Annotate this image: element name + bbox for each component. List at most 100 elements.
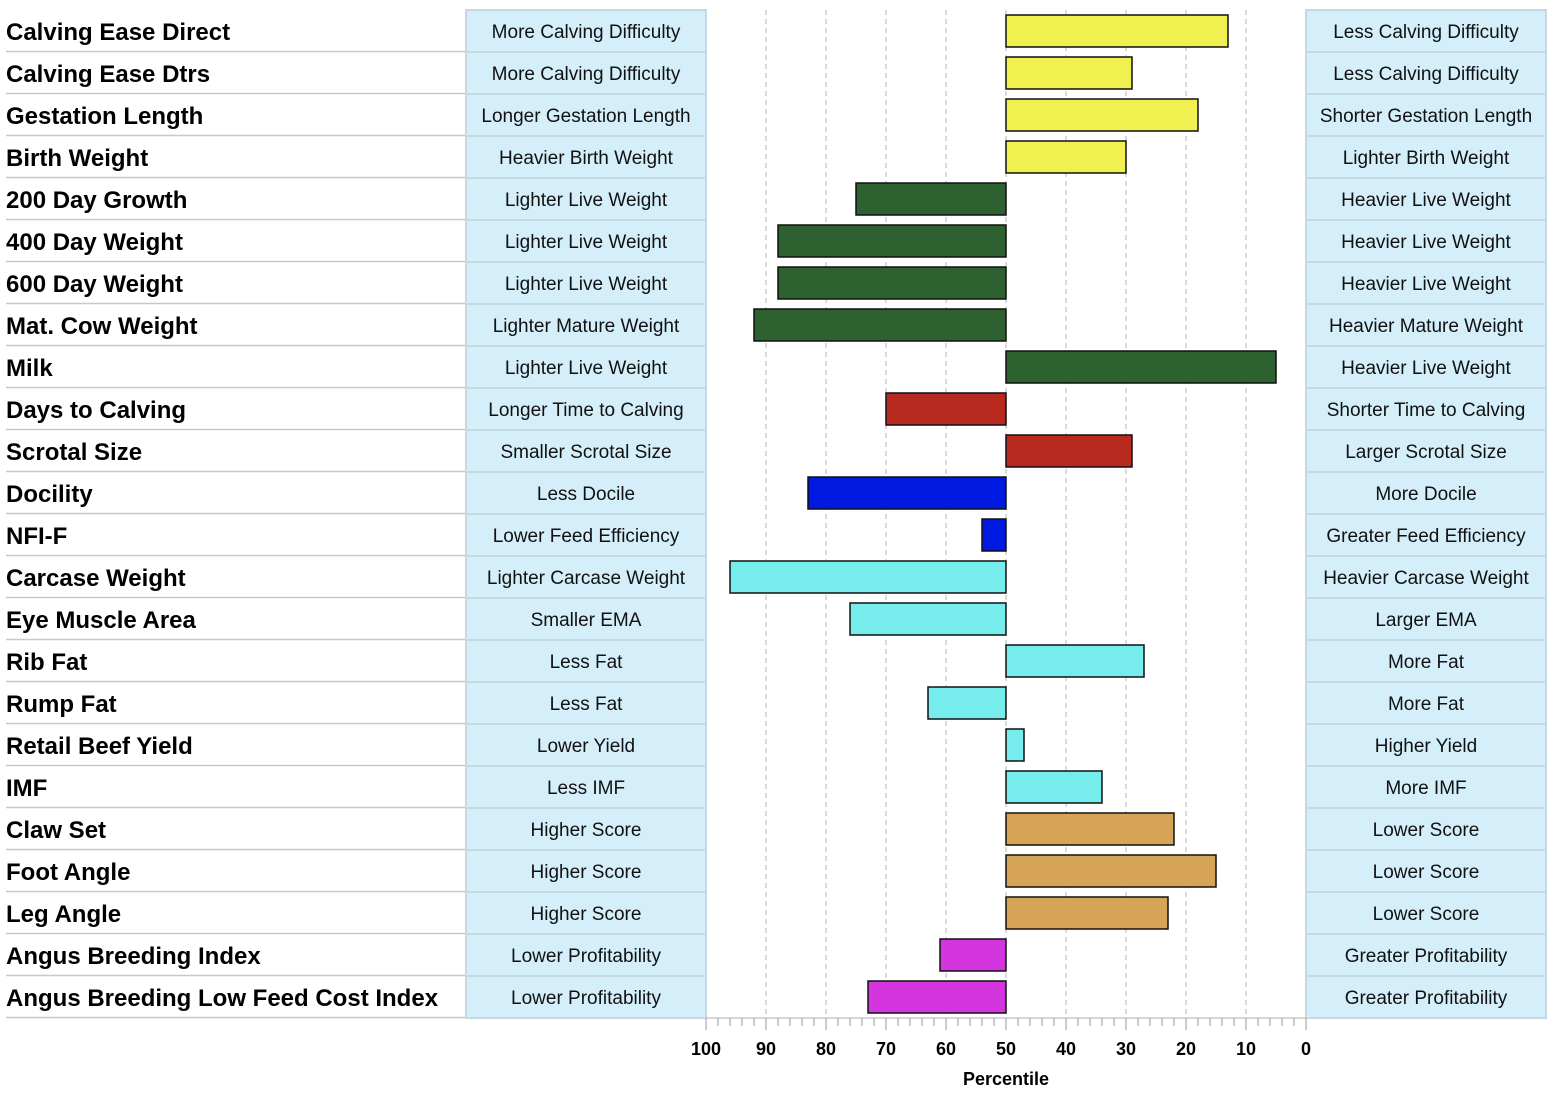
tick-label: 100 — [691, 1039, 721, 1059]
trait-name: Gestation Length — [6, 103, 203, 130]
trait-row: IMF Less IMF More IMF — [6, 765, 1547, 809]
trait-name: Angus Breeding Low Feed Cost Index — [6, 985, 439, 1012]
trait-name: IMF — [6, 775, 47, 802]
trait-row: Birth Weight Heavier Birth Weight Lighter … — [6, 135, 1547, 179]
left-label-box — [465, 303, 707, 347]
left-label: Lower Yield — [537, 736, 635, 757]
percentile-bar — [1005, 350, 1277, 384]
left-label-box — [465, 429, 707, 473]
trait-name: Rump Fat — [6, 691, 117, 718]
right-label: More Fat — [1388, 694, 1465, 715]
tick-label: 10 — [1236, 1039, 1256, 1059]
trait-name: Retail Beef Yield — [6, 733, 193, 760]
right-label: Higher Yield — [1375, 736, 1477, 757]
right-label: Greater Profitability — [1345, 946, 1508, 967]
trait-name: Claw Set — [6, 817, 106, 844]
trait-name: Mat. Cow Weight — [6, 313, 198, 340]
trait-row: 400 Day Weight Lighter Live Weight Heavier… — [6, 219, 1547, 263]
trait-name: NFI-F — [6, 523, 67, 550]
right-label-box — [1305, 261, 1547, 305]
right-label: Larger Scrotal Size — [1345, 442, 1507, 463]
right-label-box — [1305, 975, 1547, 1019]
trait-row: Foot Angle Higher Score Lower Score — [6, 849, 1547, 893]
right-label-box — [1305, 807, 1547, 851]
left-label: Lighter Live Weight — [505, 232, 668, 253]
trait-name: 600 Day Weight — [6, 271, 183, 298]
right-label-box — [1305, 639, 1547, 683]
right-label-box — [1305, 51, 1547, 95]
trait-row: 600 Day Weight Lighter Live Weight Heavier… — [6, 261, 1547, 305]
right-label-box — [1305, 429, 1547, 473]
left-label: Less IMF — [547, 778, 625, 799]
percentile-bar — [1005, 770, 1103, 804]
right-label-box — [1305, 555, 1547, 599]
trait-row: Scrotal Size Smaller Scrotal Size Larger S… — [6, 429, 1547, 473]
right-label: More Docile — [1375, 484, 1476, 505]
trait-name: 400 Day Weight — [6, 229, 183, 256]
percentile-bar — [1005, 812, 1175, 846]
trait-row: Calving Ease Direct More Calving Difficul… — [6, 9, 1547, 53]
percentile-bar — [867, 980, 1007, 1014]
left-label: Lighter Mature Weight — [493, 316, 680, 337]
x-axis-title: Percentile — [963, 1069, 1049, 1089]
percentile-bar — [1005, 98, 1199, 132]
left-label: Lower Profitability — [511, 988, 661, 1009]
trait-row: Mat. Cow Weight Lighter Mature Weight Heav… — [6, 303, 1547, 347]
percentile-bar — [855, 182, 1007, 216]
trait-row: Milk Lighter Live Weight Heavier Live Weig… — [6, 345, 1547, 389]
percentile-bar — [885, 392, 1007, 426]
left-label: Higher Score — [531, 862, 642, 883]
trait-name: Birth Weight — [6, 145, 148, 172]
right-label: Lower Score — [1373, 820, 1480, 841]
left-label: Heavier Birth Weight — [499, 148, 674, 169]
grid-layer — [765, 10, 1247, 1018]
tick-label: 40 — [1056, 1039, 1076, 1059]
trait-name: Calving Ease Direct — [6, 19, 230, 46]
tick-label: 80 — [816, 1039, 836, 1059]
percentile-bar — [1005, 728, 1025, 762]
left-label-box — [465, 513, 707, 557]
trait-name: Leg Angle — [6, 901, 121, 928]
left-label: Less Fat — [550, 652, 624, 673]
left-label: Higher Score — [531, 904, 642, 925]
right-label: Shorter Gestation Length — [1320, 106, 1532, 127]
percentile-bar — [1005, 854, 1217, 888]
percentile-bar — [849, 602, 1007, 636]
trait-row: Days to Calving Longer Time to Calving Sho… — [6, 387, 1547, 431]
right-label-box — [1305, 933, 1547, 977]
left-label: Lower Profitability — [511, 946, 661, 967]
trait-row: Angus Breeding Index Lower Profitability G… — [6, 933, 1547, 977]
trait-row: Rump Fat Less Fat More Fat — [6, 681, 1547, 725]
tick-label: 30 — [1116, 1039, 1136, 1059]
right-label: More IMF — [1385, 778, 1466, 799]
right-label: Greater Feed Efficiency — [1326, 526, 1526, 547]
tick-label: 50 — [996, 1039, 1016, 1059]
percentile-bar — [939, 938, 1007, 972]
percentile-bar — [807, 476, 1007, 510]
left-label-box — [465, 51, 707, 95]
left-label-box — [465, 261, 707, 305]
left-label-box — [465, 177, 707, 221]
trait-row: 200 Day Growth Lighter Live Weight Heavier… — [6, 177, 1547, 221]
tick-label: 70 — [876, 1039, 896, 1059]
left-label-box — [465, 639, 707, 683]
right-label: Less Calving Difficulty — [1333, 22, 1519, 43]
left-label: Lighter Carcase Weight — [487, 568, 686, 589]
right-label: Lighter Birth Weight — [1343, 148, 1510, 169]
left-label: More Calving Difficulty — [492, 22, 681, 43]
percentile-bar — [777, 224, 1007, 258]
right-label-box — [1305, 219, 1547, 263]
right-label-box — [1305, 681, 1547, 725]
left-label: Longer Gestation Length — [481, 106, 690, 127]
x-axis: 100 90 80 70 60 50 40 30 20 10 0 — [691, 1017, 1311, 1059]
right-label-box — [1305, 387, 1547, 431]
left-label-box — [465, 807, 707, 851]
right-label: Less Calving Difficulty — [1333, 64, 1519, 85]
trait-row: Retail Beef Yield Lower Yield Higher Yield — [6, 723, 1547, 767]
left-label: Longer Time to Calving — [488, 400, 683, 421]
percentile-bar — [981, 518, 1007, 552]
right-label-box — [1305, 597, 1547, 641]
right-label: More Fat — [1388, 652, 1465, 673]
left-label: Lower Feed Efficiency — [493, 526, 680, 547]
